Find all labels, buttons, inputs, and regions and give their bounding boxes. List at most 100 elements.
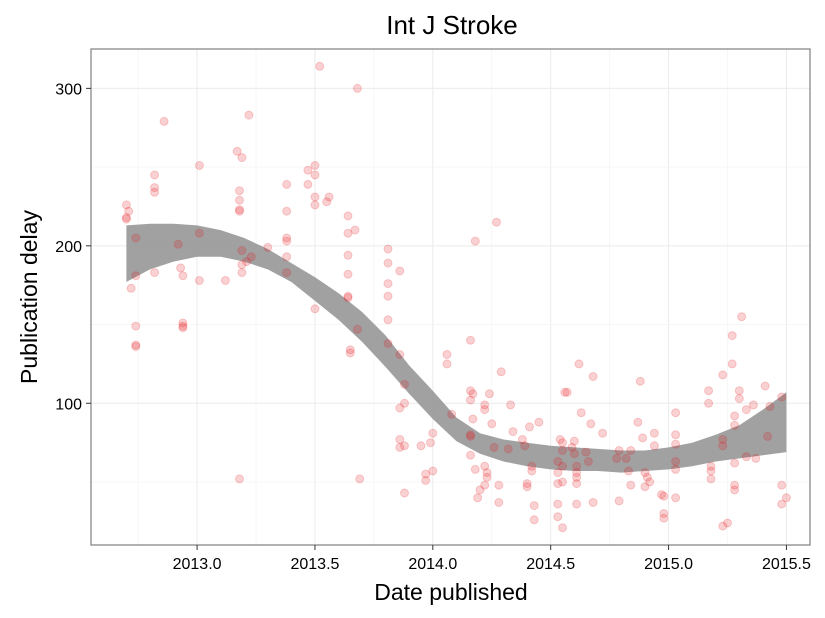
scatter-point xyxy=(482,472,492,482)
scatter-point xyxy=(194,228,204,238)
scatter-point xyxy=(282,268,292,278)
scatter-point xyxy=(640,468,650,478)
scatter-point xyxy=(310,161,320,170)
scatter-point xyxy=(242,257,252,267)
scatter-point xyxy=(310,170,320,180)
scatter-point xyxy=(395,350,405,359)
scatter-point xyxy=(466,431,475,441)
scatter-point xyxy=(131,233,141,243)
scatter-point xyxy=(237,153,247,163)
scatter-point xyxy=(763,431,773,441)
smooth-band-group xyxy=(126,223,787,473)
scatter-point xyxy=(635,376,645,386)
scatter-point xyxy=(671,457,681,466)
scatter-point xyxy=(400,398,409,408)
scatter-point xyxy=(555,435,565,444)
scatter-point xyxy=(447,409,457,419)
scatter-point xyxy=(614,446,624,455)
scatter-point xyxy=(352,324,362,334)
scatter-point xyxy=(492,217,501,227)
scatter-point xyxy=(730,480,740,490)
scatter-point xyxy=(400,488,409,498)
plot-border xyxy=(90,48,811,546)
scatter-point xyxy=(131,321,141,331)
scatter-point xyxy=(178,321,188,331)
scatter-point xyxy=(395,403,405,413)
x-axis-ticks: 2013.0 2013.5 2014.0 2014.5 2015.0 2015.5 xyxy=(173,545,811,573)
x-tick-label: 2015.0 xyxy=(644,556,693,573)
scatter-point xyxy=(395,442,405,452)
scatter-point xyxy=(310,192,320,202)
scatter-point xyxy=(484,389,494,399)
scatter-point xyxy=(718,370,728,380)
plot-background xyxy=(91,49,810,545)
scatter-points xyxy=(121,61,791,533)
scatter-point xyxy=(737,312,747,322)
scatter-point xyxy=(529,515,539,525)
scatter-point xyxy=(506,400,516,410)
scatter-point xyxy=(741,405,751,415)
scatter-point xyxy=(473,493,483,503)
smooth-confidence-band xyxy=(126,223,787,473)
scatter-point xyxy=(468,389,478,399)
scatter-point xyxy=(730,485,740,495)
scatter-point xyxy=(352,83,362,93)
scatter-point xyxy=(777,480,787,490)
scatter-point xyxy=(649,428,659,438)
scatter-point xyxy=(626,446,636,455)
scatter-point xyxy=(150,187,160,197)
scatter-point xyxy=(496,367,506,377)
scatter-point xyxy=(671,430,681,440)
x-tick-label: 2014.5 xyxy=(526,556,575,573)
scatter-point xyxy=(282,236,292,246)
scatter-point xyxy=(704,398,714,408)
scatter-point xyxy=(567,442,577,452)
x-tick-label: 2015.5 xyxy=(762,556,811,573)
scatter-point xyxy=(525,422,534,432)
scatter-point xyxy=(633,417,643,427)
scatter-point xyxy=(624,466,633,476)
scatter-point xyxy=(503,444,513,454)
scatter-point xyxy=(489,442,499,452)
scatter-point xyxy=(706,466,716,476)
scatter-point xyxy=(126,283,136,293)
scatter-point xyxy=(553,512,563,522)
scatter-point xyxy=(480,400,490,410)
scatter-point xyxy=(421,469,431,479)
scatter-point xyxy=(232,146,242,156)
scatter-point xyxy=(558,438,567,448)
scatter-point xyxy=(159,116,169,126)
scatter-point xyxy=(383,244,393,254)
scatter-point xyxy=(586,419,596,429)
scatter-point xyxy=(718,435,728,444)
scatter-point xyxy=(574,359,584,369)
scatter-point xyxy=(442,359,452,369)
scatter-point xyxy=(657,490,666,500)
scatter-point xyxy=(395,266,405,276)
scatter-point xyxy=(781,493,791,503)
scatter-point xyxy=(748,400,758,410)
scatter-point xyxy=(400,441,409,451)
scatter-point xyxy=(741,452,751,462)
scatter-point xyxy=(558,446,567,455)
scatter-point xyxy=(588,372,598,381)
scatter-point xyxy=(235,206,244,216)
scatter-point xyxy=(734,394,744,404)
scatter-point xyxy=(494,480,504,490)
scatter-point xyxy=(583,457,593,466)
scatter-point xyxy=(560,387,570,397)
scatter-point xyxy=(704,386,714,396)
scatter-point xyxy=(121,214,131,224)
scatter-point xyxy=(751,453,761,463)
scatter-point xyxy=(482,468,492,478)
scatter-point xyxy=(282,252,292,262)
scatter-point xyxy=(730,458,740,468)
scatter-point xyxy=(178,318,188,328)
scatter-point xyxy=(150,183,160,193)
scatter-point xyxy=(282,206,292,216)
scatter-point xyxy=(553,479,563,489)
scatter-point xyxy=(395,435,405,444)
scatter-point xyxy=(659,513,669,523)
scatter-point xyxy=(315,61,325,71)
scatter-point xyxy=(534,417,544,427)
